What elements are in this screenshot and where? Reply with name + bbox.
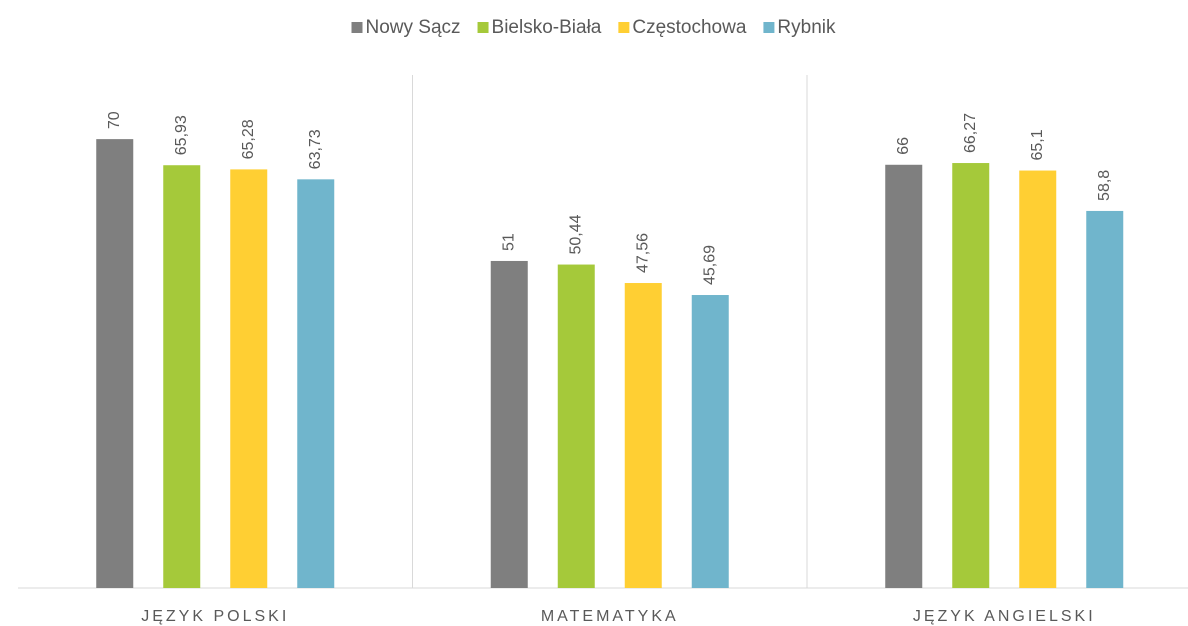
data-label: 45,69	[701, 245, 718, 285]
legend-swatch	[477, 22, 489, 33]
data-label: 47,56	[634, 233, 651, 273]
data-label: 65,28	[240, 119, 257, 159]
legend-swatch	[763, 22, 775, 33]
data-label: 63,73	[307, 129, 324, 169]
bar	[297, 179, 335, 589]
x-tick-label: JĘZYK ANGIELSKI	[913, 608, 1096, 625]
bar	[163, 165, 201, 588]
legend-label: Rybnik	[777, 17, 836, 38]
legend-swatch	[351, 22, 363, 33]
legend-label: Częstochowa	[632, 17, 746, 38]
bar	[624, 283, 662, 588]
bar	[230, 169, 268, 588]
bar	[1019, 170, 1057, 588]
legend-label: Bielsko-Biała	[492, 17, 602, 38]
data-label: 65,1	[1029, 129, 1046, 160]
bar	[490, 260, 528, 588]
legend-swatch	[618, 22, 630, 33]
x-tick-label: JĘZYK POLSKI	[141, 608, 289, 625]
data-label: 65,93	[173, 115, 190, 155]
bar	[557, 264, 595, 588]
data-label: 66,27	[962, 113, 979, 153]
bar	[885, 164, 923, 588]
bar	[1086, 210, 1124, 588]
data-label: 58,8	[1096, 170, 1113, 201]
legend-label: Nowy Sącz	[366, 17, 461, 38]
bar	[952, 163, 990, 588]
data-label: 66	[895, 137, 912, 155]
data-label: 70	[106, 111, 123, 129]
bar	[691, 295, 729, 588]
x-tick-label: MATEMATYKA	[541, 608, 679, 625]
bar	[96, 139, 134, 588]
data-label: 51	[500, 233, 517, 251]
data-label: 50,44	[567, 214, 584, 254]
